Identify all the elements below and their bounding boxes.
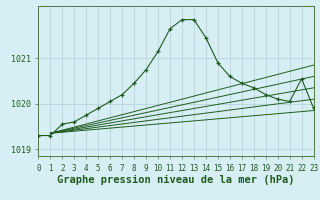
X-axis label: Graphe pression niveau de la mer (hPa): Graphe pression niveau de la mer (hPa) <box>57 175 295 185</box>
